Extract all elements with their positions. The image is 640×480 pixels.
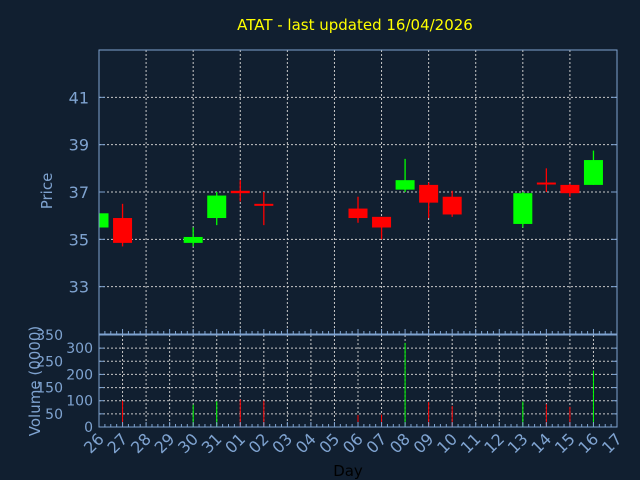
price-tick-label: 39 [69, 136, 89, 155]
volume-tick-label: 150 [36, 381, 63, 397]
candle-body [348, 208, 368, 219]
marks [99, 150, 603, 427]
price-tick-label: 37 [69, 183, 89, 202]
candle-body [254, 203, 274, 206]
price-axis-label: Price [38, 173, 56, 210]
candle-body [536, 182, 556, 185]
volume-axis-label: Volume (0000) [26, 326, 44, 436]
volume-tick-label: 350 [36, 328, 63, 344]
chart-title: ATAT - last updated 16/04/2026 [237, 16, 473, 34]
volume-tick-label: 50 [45, 407, 63, 423]
x-axis-label: Day [333, 462, 363, 480]
candle-body [395, 180, 415, 190]
candle-body [207, 195, 227, 219]
candle-body [230, 190, 250, 194]
candles [99, 150, 603, 247]
candle-body [183, 236, 203, 243]
candle-body [372, 216, 392, 228]
price-tick-label: 33 [69, 278, 89, 297]
volume-tick-label: 100 [66, 394, 93, 410]
candle-body [513, 193, 533, 224]
candle-body [99, 213, 109, 228]
price-tick-label: 35 [69, 230, 89, 249]
volume-tick-label: 250 [36, 354, 63, 370]
volume-tick-label: 300 [66, 341, 93, 357]
candle-body [560, 184, 580, 194]
volume-tick-label: 200 [66, 367, 93, 383]
candle-body [113, 218, 133, 243]
candle-body [583, 160, 603, 185]
candle-body [419, 184, 439, 203]
candle-body [442, 196, 462, 215]
price-tick-label: 41 [69, 88, 89, 107]
volume-tick-label: 0 [84, 420, 93, 436]
